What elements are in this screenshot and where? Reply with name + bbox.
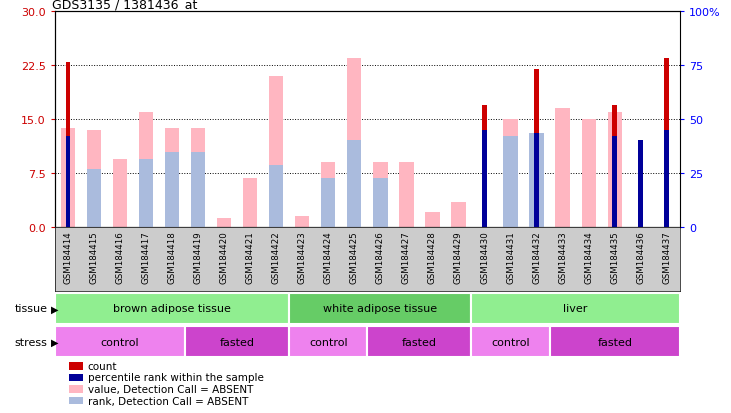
Text: GSM184430: GSM184430 (480, 230, 489, 283)
Text: stress: stress (15, 337, 48, 347)
Bar (87, 131, 101, 227)
Bar (664, 59, 669, 227)
Text: GSM184417: GSM184417 (142, 230, 151, 283)
Text: fasted: fasted (597, 337, 632, 347)
Bar (471, 293, 680, 324)
Text: GSM184422: GSM184422 (272, 230, 281, 283)
Bar (55, 326, 185, 357)
Text: GSM184429: GSM184429 (454, 230, 463, 283)
Bar (269, 77, 284, 227)
Bar (113, 159, 127, 227)
Text: rank, Detection Call = ABSENT: rank, Detection Call = ABSENT (88, 396, 248, 406)
Bar (607, 113, 622, 227)
Text: GDS3135 / 1381436_at: GDS3135 / 1381436_at (52, 0, 197, 11)
Bar (61, 128, 75, 227)
Bar (613, 105, 617, 227)
Text: GSM184425: GSM184425 (350, 230, 359, 283)
Bar (269, 166, 284, 227)
Text: brown adipose tissue: brown adipose tissue (113, 304, 231, 314)
Bar (139, 113, 153, 227)
Bar (289, 326, 367, 357)
Bar (529, 134, 544, 227)
Bar (66, 137, 70, 227)
Bar (185, 326, 289, 357)
Text: fasted: fasted (219, 337, 254, 347)
Bar (504, 120, 518, 227)
Text: GSM184420: GSM184420 (219, 230, 229, 283)
Bar (87, 169, 101, 227)
Bar (482, 105, 487, 227)
Bar (556, 109, 569, 227)
Bar (289, 293, 471, 324)
Bar (374, 163, 387, 227)
Text: liver: liver (564, 304, 588, 314)
Bar (66, 62, 70, 227)
Bar (55, 293, 289, 324)
Bar (347, 59, 361, 227)
Text: GSM184428: GSM184428 (428, 230, 437, 283)
Bar (191, 153, 205, 227)
Text: count: count (88, 361, 117, 371)
Text: ▶: ▶ (51, 337, 58, 347)
Bar (550, 326, 680, 357)
Text: control: control (309, 337, 347, 347)
Bar (534, 134, 539, 227)
Bar (374, 179, 387, 227)
Text: value, Detection Call = ABSENT: value, Detection Call = ABSENT (88, 384, 253, 394)
Bar (191, 128, 205, 227)
Text: GSM184414: GSM184414 (64, 230, 72, 283)
Bar (534, 70, 539, 227)
Bar (471, 326, 550, 357)
Bar (451, 202, 466, 227)
Text: GSM184419: GSM184419 (194, 230, 202, 283)
Bar (664, 131, 669, 227)
Bar (638, 140, 643, 227)
Bar (165, 153, 179, 227)
Text: white adipose tissue: white adipose tissue (323, 304, 437, 314)
Bar (399, 163, 414, 227)
Bar (321, 179, 336, 227)
Text: GSM184418: GSM184418 (167, 230, 176, 283)
Bar (321, 163, 336, 227)
Bar (582, 120, 596, 227)
Bar (482, 131, 487, 227)
Text: GSM184427: GSM184427 (402, 230, 411, 283)
Bar (217, 218, 231, 227)
Bar (295, 216, 309, 227)
Bar (243, 178, 257, 227)
Text: control: control (101, 337, 139, 347)
Text: fasted: fasted (402, 337, 437, 347)
Bar (367, 326, 471, 357)
Text: GSM184432: GSM184432 (532, 230, 541, 283)
Text: control: control (491, 337, 530, 347)
Text: GSM184421: GSM184421 (246, 230, 254, 283)
Text: GSM184435: GSM184435 (610, 230, 619, 283)
Bar (139, 159, 153, 227)
Text: GSM184416: GSM184416 (115, 230, 124, 283)
Bar (425, 213, 439, 227)
Text: GSM184434: GSM184434 (584, 230, 593, 283)
Text: GSM184424: GSM184424 (324, 230, 333, 283)
Bar (504, 137, 518, 227)
Text: GSM184437: GSM184437 (662, 230, 671, 283)
Text: percentile rank within the sample: percentile rank within the sample (88, 373, 264, 382)
Text: GSM184426: GSM184426 (376, 230, 385, 283)
Text: GSM184436: GSM184436 (636, 230, 645, 283)
Text: GSM184415: GSM184415 (89, 230, 99, 283)
Text: GSM184433: GSM184433 (558, 230, 567, 283)
Bar (165, 128, 179, 227)
Text: tissue: tissue (15, 304, 48, 314)
Text: ▶: ▶ (51, 304, 58, 314)
Text: GSM184431: GSM184431 (506, 230, 515, 283)
Bar (613, 137, 617, 227)
Text: GSM184423: GSM184423 (298, 230, 307, 283)
Bar (347, 140, 361, 227)
